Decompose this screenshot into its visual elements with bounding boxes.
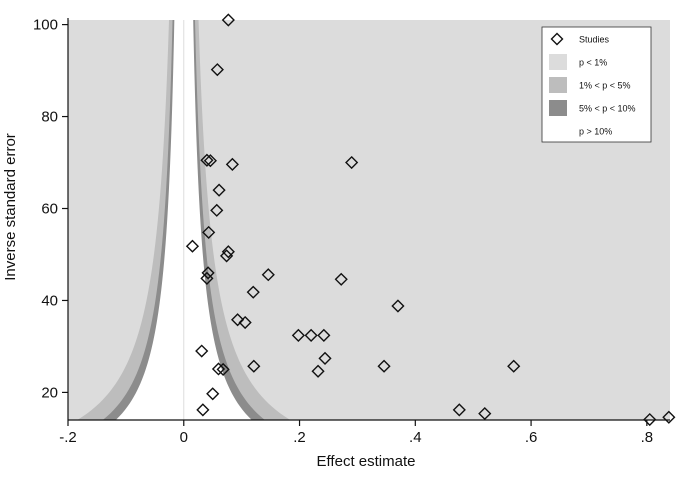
y-tick-label: 80 bbox=[41, 109, 58, 126]
study-point bbox=[200, 271, 214, 285]
contour-regions bbox=[77, 20, 291, 420]
study-point bbox=[317, 328, 331, 342]
legend: Studies p < 1% 1% < p < 5% 5% < p < 10% p > … bbox=[541, 26, 652, 143]
axes: -.2 0 .2 .4 .6 .8 20 40 60 80 100 bbox=[33, 17, 670, 446]
study-point bbox=[231, 313, 245, 327]
study-point bbox=[185, 239, 200, 253]
legend-label: 5% < p < 10% bbox=[579, 104, 636, 114]
study-point bbox=[210, 63, 224, 77]
study-point bbox=[220, 249, 234, 263]
y-tick-label: 100 bbox=[33, 17, 58, 34]
y-tick-label: 20 bbox=[41, 384, 58, 401]
y-tick-label: 40 bbox=[41, 292, 58, 309]
study-point bbox=[221, 13, 235, 27]
study-point bbox=[377, 359, 391, 373]
x-tick-label: .6 bbox=[525, 429, 538, 446]
study-point bbox=[247, 359, 261, 373]
legend-label: p < 1% bbox=[579, 58, 607, 68]
legend-label: 1% < p < 5% bbox=[579, 81, 631, 91]
study-point bbox=[195, 344, 209, 358]
study-point bbox=[206, 387, 220, 401]
study-point bbox=[196, 403, 210, 417]
study-point bbox=[452, 403, 466, 417]
study-point bbox=[201, 266, 215, 280]
study-point bbox=[662, 410, 676, 424]
study-point bbox=[391, 299, 405, 313]
study-point bbox=[643, 412, 657, 427]
study-point bbox=[202, 225, 216, 240]
x-tick-label: .2 bbox=[293, 429, 306, 446]
study-point bbox=[221, 245, 235, 259]
study-point bbox=[507, 359, 521, 373]
x-tick-label: .4 bbox=[409, 429, 422, 446]
study-point bbox=[210, 203, 224, 217]
study-point bbox=[225, 157, 239, 171]
study-point bbox=[318, 351, 332, 365]
study-point bbox=[304, 328, 318, 342]
data-points bbox=[185, 13, 676, 427]
y-axis-label: Inverse standard error bbox=[2, 133, 19, 281]
x-axis-label: Effect estimate bbox=[317, 453, 416, 470]
study-point bbox=[200, 153, 214, 167]
study-point bbox=[203, 154, 217, 168]
study-point bbox=[246, 285, 260, 299]
legend-label: p > 10% bbox=[579, 127, 612, 137]
x-tick-label: .8 bbox=[641, 429, 654, 446]
study-point bbox=[216, 362, 230, 377]
study-point bbox=[345, 155, 359, 170]
study-point bbox=[291, 328, 305, 342]
legend-swatch bbox=[549, 77, 567, 93]
y-tick-label: 60 bbox=[41, 201, 58, 218]
study-point bbox=[238, 315, 252, 330]
legend-swatch bbox=[549, 54, 567, 70]
study-point bbox=[478, 406, 492, 421]
study-point bbox=[212, 183, 226, 197]
study-point bbox=[261, 268, 275, 282]
x-tick-label: -.2 bbox=[59, 429, 77, 446]
study-point bbox=[311, 364, 325, 378]
legend-swatch bbox=[549, 100, 567, 116]
legend-marker-studies bbox=[550, 32, 564, 46]
study-point bbox=[334, 272, 348, 286]
study-point bbox=[211, 362, 226, 376]
legend-label: Studies bbox=[579, 35, 610, 45]
x-tick-label: 0 bbox=[180, 429, 188, 446]
